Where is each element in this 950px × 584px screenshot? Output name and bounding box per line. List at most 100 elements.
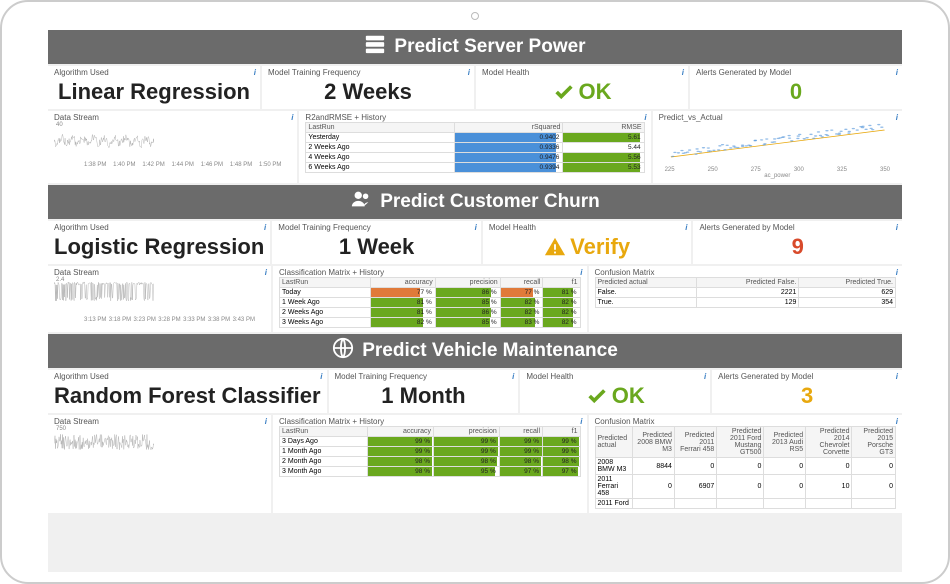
metric-cell: 82 %	[543, 318, 580, 328]
info-icon[interactable]: i	[265, 417, 267, 426]
info-icon[interactable]: i	[512, 372, 514, 381]
table-row: 3 Weeks Ago82 %85 %83 %82 %	[280, 318, 580, 328]
table-header[interactable]: recall	[499, 427, 542, 437]
table-header[interactable]: LastRun	[280, 278, 371, 288]
card-label: Data Stream	[54, 113, 291, 122]
row-label: 2 Weeks Ago	[306, 143, 454, 153]
info-icon[interactable]: i	[896, 68, 898, 77]
rmse-cell: 5.44	[563, 143, 644, 153]
predict-vs-actual-card: iPredict_vs_Actual225250275300325350ac_p…	[653, 111, 902, 183]
info-icon[interactable]: i	[896, 417, 898, 426]
table-row: 2011 Ferrari 4580690700100	[595, 475, 895, 499]
table-header[interactable]: LastRun	[306, 123, 454, 133]
confusion-cell: 2221	[697, 288, 799, 298]
table-header[interactable]: Predicted 2011 Ferrari 458	[674, 427, 716, 458]
data-stream-card: iData Stream401:38 PM1:40 PM1:42 PM1:44 …	[48, 111, 297, 183]
confusion-cell: 0	[852, 458, 896, 475]
card-label: Algorithm Used	[54, 372, 321, 381]
health-value: OK	[526, 383, 704, 409]
stream-chart: 401:38 PM1:40 PM1:42 PM1:44 PM1:46 PM1:4…	[54, 122, 291, 168]
frequency-value: 1 Month	[335, 383, 513, 409]
table-header[interactable]: Predicted False.	[697, 278, 799, 288]
table-header[interactable]: Predicted 2008 BMW M3	[633, 427, 675, 458]
rsquared-cell: 0.9336	[454, 143, 563, 153]
table-header[interactable]: LastRun	[280, 427, 368, 437]
card-label: Data Stream	[54, 268, 265, 277]
card-label: Model Health	[526, 372, 704, 381]
card-label: Model Training Frequency	[278, 223, 475, 232]
confusion-cell: 0	[717, 458, 764, 475]
confusion-cell: True.	[595, 298, 697, 308]
detail-row: iData Stream401:38 PM1:40 PM1:42 PM1:44 …	[48, 111, 902, 183]
info-icon[interactable]: i	[254, 68, 256, 77]
metric-cell: 99 %	[434, 447, 500, 457]
row-label: 2 Month Ago	[280, 457, 368, 467]
table-header[interactable]: recall	[500, 278, 543, 288]
info-icon[interactable]: i	[291, 113, 293, 122]
card-label: Model Training Frequency	[335, 372, 513, 381]
info-icon[interactable]: i	[685, 223, 687, 232]
info-icon[interactable]: i	[896, 372, 898, 381]
frequency-card: iModel Training Frequency1 Week	[272, 221, 481, 264]
table-header[interactable]: Predicted 2013 Audi RS5	[764, 427, 806, 458]
table-header[interactable]: precision	[435, 278, 500, 288]
table-header[interactable]: Predicted actual	[595, 427, 633, 458]
table-row: True.129354	[595, 298, 895, 308]
row-label: 1 Month Ago	[280, 447, 368, 457]
table-header[interactable]: f1	[543, 278, 580, 288]
table-header[interactable]: Predicted True.	[799, 278, 896, 288]
confusion-cell	[717, 499, 764, 509]
table-header[interactable]: precision	[434, 427, 500, 437]
info-icon[interactable]: i	[644, 113, 646, 122]
metric-cell: 81 %	[370, 308, 435, 318]
confusion-cell: 0	[674, 458, 716, 475]
row-label: Today	[280, 288, 371, 298]
confusion-cell: 2011 Ferrari 458	[595, 475, 633, 499]
metric-cell: 99 %	[368, 447, 434, 457]
metric-cell: 82 %	[500, 308, 543, 318]
health-value: OK	[482, 79, 682, 105]
info-icon[interactable]: i	[264, 223, 266, 232]
table-header[interactable]: f1	[543, 427, 581, 437]
table-header[interactable]: Predicted actual	[595, 278, 697, 288]
info-icon[interactable]: i	[475, 223, 477, 232]
camera-dot	[471, 12, 479, 20]
table-header[interactable]: accuracy	[368, 427, 434, 437]
dashboard-screen: Predict Server PoweriAlgorithm UsedLinea…	[48, 30, 902, 572]
info-icon[interactable]: i	[580, 268, 582, 277]
table-header[interactable]: Predicted 2014 Chevrolet Corvette	[806, 427, 852, 458]
table-header[interactable]: RMSE	[563, 123, 644, 133]
section-header: Predict Customer Churn	[48, 185, 902, 219]
confusion-cell	[852, 499, 896, 509]
rmse-cell: 5.56	[563, 153, 644, 163]
card-label: Alerts Generated by Model	[718, 372, 896, 381]
card-label: Alerts Generated by Model	[696, 68, 896, 77]
info-icon[interactable]: i	[265, 268, 267, 277]
info-icon[interactable]: i	[682, 68, 684, 77]
info-icon[interactable]: i	[896, 223, 898, 232]
metric-cell: 77 %	[370, 288, 435, 298]
table-row: 2 Weeks Ago0.93365.44	[306, 143, 644, 153]
card-label: R2andRMSE + History	[305, 113, 644, 122]
history-card: iR2andRMSE + HistoryLastRunrSquaredRMSEY…	[299, 111, 650, 183]
server-icon	[364, 33, 386, 61]
info-icon[interactable]: i	[320, 372, 322, 381]
table-row: 2008 BMW M3884400000	[595, 458, 895, 475]
confusion-cell	[764, 499, 806, 509]
rmse-cell: 5.53	[563, 163, 644, 173]
confusion-table: Predicted actualPredicted False.Predicte…	[595, 277, 896, 308]
info-icon[interactable]: i	[896, 113, 898, 122]
metric-cell: 98 %	[434, 457, 500, 467]
info-icon[interactable]: i	[704, 372, 706, 381]
table-header[interactable]: rSquared	[454, 123, 563, 133]
table-header[interactable]: Predicted 2015 Porsche GT3	[852, 427, 896, 458]
table-row: 1 Month Ago99 %99 %99 %99 %	[280, 447, 580, 457]
table-header[interactable]: accuracy	[370, 278, 435, 288]
row-label: 3 Days Ago	[280, 437, 368, 447]
info-icon[interactable]: i	[468, 68, 470, 77]
table-row: Yesterday0.94025.61	[306, 133, 644, 143]
info-icon[interactable]: i	[896, 268, 898, 277]
table-header[interactable]: Predicted 2011 Ford Mustang GT500	[717, 427, 764, 458]
metric-cell: 99 %	[499, 447, 542, 457]
info-icon[interactable]: i	[580, 417, 582, 426]
